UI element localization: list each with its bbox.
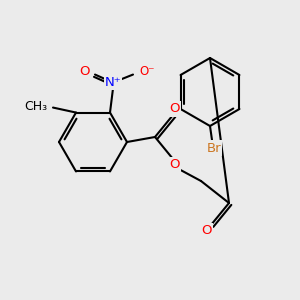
Text: O: O <box>170 158 180 172</box>
Text: O: O <box>202 224 212 238</box>
Text: O: O <box>80 65 90 78</box>
Text: O⁻: O⁻ <box>139 65 154 78</box>
Text: Br: Br <box>207 142 221 154</box>
Text: CH₃: CH₃ <box>24 100 47 113</box>
Text: O: O <box>170 103 180 116</box>
Text: N⁺: N⁺ <box>105 76 121 89</box>
